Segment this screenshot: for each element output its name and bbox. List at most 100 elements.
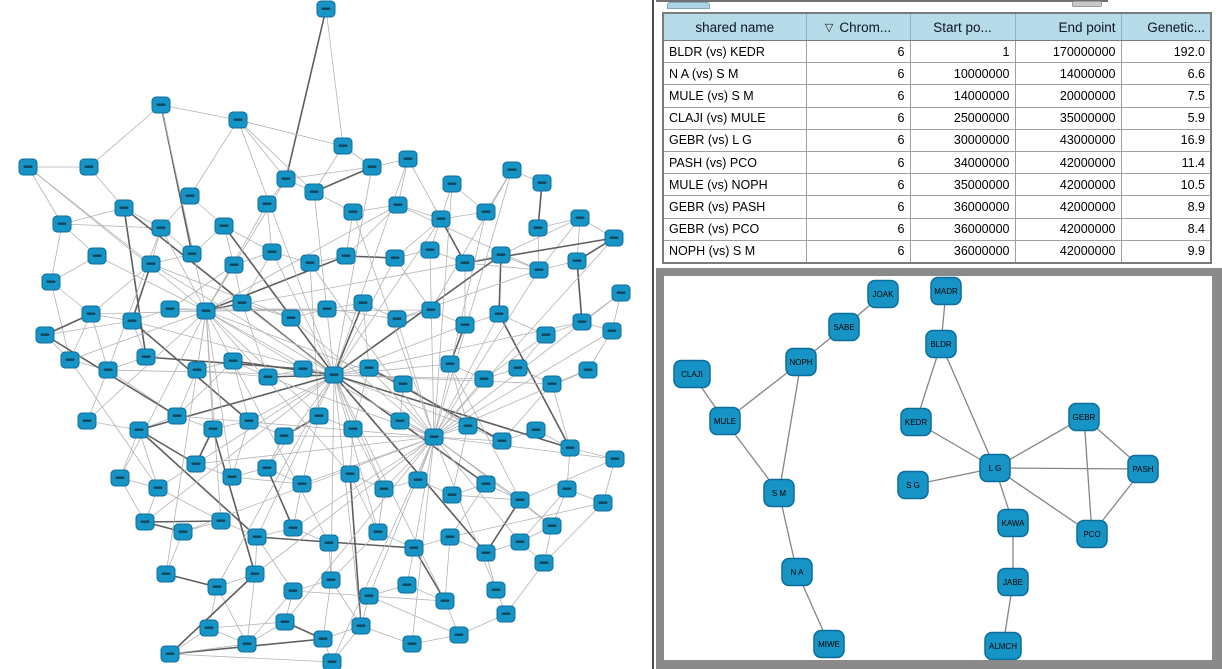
table-row[interactable]: GEBR (vs) L G 6 30000000 43000000 16.9 xyxy=(662,128,1212,152)
network-node-gebr[interactable]: GEBR xyxy=(1068,402,1100,432)
table-row[interactable]: GEBR (vs) PASH 6 36000000 42000000 8.9 xyxy=(662,195,1212,219)
network-node-l-g[interactable]: L G xyxy=(979,453,1011,483)
network-node-pco[interactable]: PCO xyxy=(1076,519,1108,549)
network-node[interactable] xyxy=(474,370,494,388)
network-node[interactable] xyxy=(435,592,455,610)
network-node[interactable] xyxy=(199,619,219,637)
table-row[interactable]: N A (vs) S M 6 10000000 14000000 6.6 xyxy=(662,62,1212,86)
network-node[interactable] xyxy=(431,210,451,228)
network-node[interactable] xyxy=(257,195,277,213)
network-node[interactable] xyxy=(333,137,353,155)
network-node[interactable] xyxy=(604,229,624,247)
panel-splitter[interactable] xyxy=(652,0,654,669)
column-header-start-point[interactable]: Start po... xyxy=(909,12,1016,41)
network-node-noph[interactable]: NOPH xyxy=(785,347,817,377)
table-row[interactable]: NOPH (vs) S M 6 36000000 42000000 9.9 xyxy=(662,239,1212,264)
network-node[interactable] xyxy=(156,565,176,583)
network-node[interactable] xyxy=(283,582,303,600)
network-node[interactable] xyxy=(593,494,613,512)
network-node-madr[interactable]: MADR xyxy=(930,276,962,306)
network-node[interactable] xyxy=(224,256,244,274)
network-node-kedr[interactable]: KEDR xyxy=(900,407,932,437)
network-node[interactable] xyxy=(476,475,496,493)
network-node[interactable] xyxy=(336,247,356,265)
network-node[interactable] xyxy=(245,565,265,583)
network-node[interactable] xyxy=(151,96,171,114)
network-node[interactable] xyxy=(257,459,277,477)
network-node[interactable] xyxy=(275,613,295,631)
network-node[interactable] xyxy=(52,215,72,233)
network-node[interactable] xyxy=(309,407,329,425)
network-node[interactable] xyxy=(122,312,142,330)
network-node[interactable] xyxy=(368,523,388,541)
column-header-end-point[interactable]: End point xyxy=(1014,12,1122,41)
network-node[interactable] xyxy=(324,366,344,384)
network-node-s-m[interactable]: S M xyxy=(763,478,795,508)
network-node[interactable] xyxy=(557,480,577,498)
network-node[interactable] xyxy=(222,468,242,486)
network-node[interactable] xyxy=(18,158,38,176)
network-node[interactable] xyxy=(572,313,592,331)
column-header-shared-name[interactable]: shared name xyxy=(662,12,807,41)
network-node[interactable] xyxy=(489,305,509,323)
network-node[interactable] xyxy=(442,175,462,193)
network-node-sabe[interactable]: SABE xyxy=(828,312,860,342)
network-node[interactable] xyxy=(534,554,554,572)
network-node[interactable] xyxy=(41,273,61,291)
network-node[interactable] xyxy=(508,359,528,377)
network-node[interactable] xyxy=(317,300,337,318)
network-node-miwe[interactable]: MIWE xyxy=(813,629,845,659)
network-node[interactable] xyxy=(449,626,469,644)
network-node[interactable] xyxy=(232,294,252,312)
network-node[interactable] xyxy=(180,187,200,205)
network-node[interactable] xyxy=(440,355,460,373)
network-node[interactable] xyxy=(214,217,234,235)
network-node[interactable] xyxy=(486,581,506,599)
network-node[interactable] xyxy=(60,351,80,369)
network-node[interactable] xyxy=(223,352,243,370)
network-node[interactable] xyxy=(258,368,278,386)
network-node[interactable] xyxy=(359,587,379,605)
network-node[interactable] xyxy=(228,111,248,129)
network-node[interactable] xyxy=(476,544,496,562)
network-node-kawa[interactable]: KAWA xyxy=(997,508,1029,538)
network-node[interactable] xyxy=(570,209,590,227)
network-node[interactable] xyxy=(605,450,625,468)
network-node[interactable] xyxy=(390,412,410,430)
network-node-s-g[interactable]: S G xyxy=(897,470,929,500)
network-node[interactable] xyxy=(496,605,516,623)
scrollbar-fragment-left[interactable] xyxy=(667,2,710,9)
small-network-canvas[interactable]: JOAK MADR SABE BLDR NOPH CLAJI KEDR GEBR MULE L G… xyxy=(664,276,1212,660)
network-node[interactable] xyxy=(387,310,407,328)
network-node[interactable] xyxy=(359,359,379,377)
network-node[interactable] xyxy=(182,245,202,263)
network-node[interactable] xyxy=(351,617,371,635)
table-row[interactable]: BLDR (vs) KEDR 6 1 170000000 192.0 xyxy=(662,39,1212,64)
network-node[interactable] xyxy=(510,491,530,509)
network-node[interactable] xyxy=(420,241,440,259)
network-node[interactable] xyxy=(388,196,408,214)
network-node[interactable] xyxy=(476,203,496,221)
network-node[interactable] xyxy=(283,519,303,537)
network-node-bldr[interactable]: BLDR xyxy=(925,329,957,359)
column-header-chromosome[interactable]: ▽ Chrom... xyxy=(805,12,911,41)
network-node[interactable] xyxy=(316,0,336,18)
network-node[interactable] xyxy=(313,630,333,648)
network-node[interactable] xyxy=(211,512,231,530)
network-node[interactable] xyxy=(353,294,373,312)
network-node[interactable] xyxy=(343,420,363,438)
network-node[interactable] xyxy=(300,254,320,272)
network-node[interactable] xyxy=(35,326,55,344)
network-node[interactable] xyxy=(560,439,580,457)
network-node[interactable] xyxy=(567,252,587,270)
network-node[interactable] xyxy=(187,361,207,379)
network-node[interactable] xyxy=(526,421,546,439)
network-node[interactable] xyxy=(322,653,342,669)
table-row[interactable]: PASH (vs) PCO 6 34000000 42000000 11.4 xyxy=(662,150,1212,175)
network-node-claji[interactable]: CLAJI xyxy=(673,359,711,389)
network-node[interactable] xyxy=(136,348,156,366)
network-node[interactable] xyxy=(207,578,227,596)
network-node[interactable] xyxy=(442,486,462,504)
network-node[interactable] xyxy=(542,517,562,535)
network-node[interactable] xyxy=(293,360,313,378)
